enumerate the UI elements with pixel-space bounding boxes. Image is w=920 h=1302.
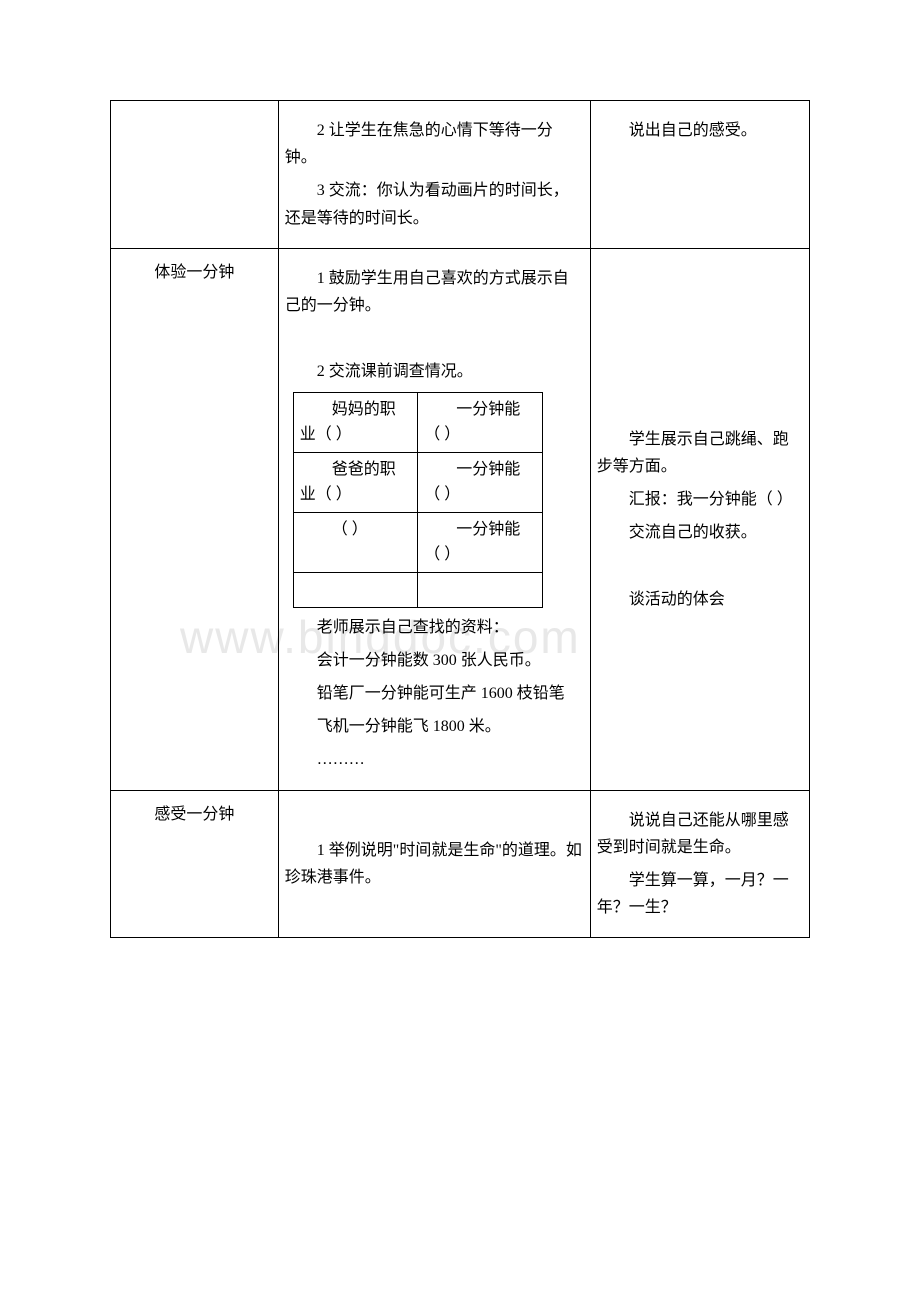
- paragraph: [285, 325, 584, 352]
- survey-table: 妈妈的职业（ ） 一分钟能（ ） 爸爸的职业（ ） 一分钟能（ ） （ ） 一分…: [293, 392, 543, 608]
- table-row: 2 让学生在焦急的心情下等待一分钟。 3 交流：你认为看动画片的时间长，还是等待…: [111, 101, 810, 249]
- survey-cell: 一分钟能（ ）: [418, 392, 543, 452]
- paragraph: [597, 552, 803, 579]
- paragraph: 2 交流课前调查情况。: [285, 358, 584, 385]
- paragraph: 1 鼓励学生用自己喜欢的方式展示自己的一分钟。: [285, 265, 584, 319]
- survey-cell: [293, 573, 418, 608]
- paragraph: 铅笔厂一分钟能可生产 1600 枝铅笔: [285, 680, 584, 707]
- table-row: 感受一分钟 1 举例说明"时间就是生命"的道理。如珍珠港事件。 说说自己还能从哪…: [111, 790, 810, 938]
- table-row: [293, 573, 542, 608]
- paragraph: ………: [285, 746, 584, 773]
- paragraph: 1 举例说明"时间就是生命"的道理。如珍珠港事件。: [285, 837, 584, 891]
- cell-teacher: 2 让学生在焦急的心情下等待一分钟。 3 交流：你认为看动画片的时间长，还是等待…: [278, 101, 590, 249]
- table-row: 爸爸的职业（ ） 一分钟能（ ）: [293, 452, 542, 512]
- paragraph: 谈活动的体会: [597, 586, 803, 613]
- cell-student: 说出自己的感受。: [590, 101, 809, 249]
- table-row: 妈妈的职业（ ） 一分钟能（ ）: [293, 392, 542, 452]
- survey-cell: 一分钟能（ ）: [418, 512, 543, 572]
- cell-teacher: 1 鼓励学生用自己喜欢的方式展示自己的一分钟。 2 交流课前调查情况。 妈妈的职…: [278, 248, 590, 790]
- cell-student: 说说自己还能从哪里感受到时间就是生命。 学生算一算，一月？一年？一生？: [590, 790, 809, 938]
- table-row: （ ） 一分钟能（ ）: [293, 512, 542, 572]
- paragraph: 3 交流：你认为看动画片的时间长，还是等待的时间长。: [285, 177, 584, 231]
- paragraph: 说出自己的感受。: [597, 117, 803, 144]
- cell-stage: [111, 101, 279, 249]
- lesson-table: 2 让学生在焦急的心情下等待一分钟。 3 交流：你认为看动画片的时间长，还是等待…: [110, 100, 810, 938]
- paragraph: 交流自己的收获。: [597, 519, 803, 546]
- survey-cell: 妈妈的职业（ ）: [293, 392, 418, 452]
- paragraph: 学生展示自己跳绳、跑步等方面。: [597, 426, 803, 480]
- cell-stage: 感受一分钟: [111, 790, 279, 938]
- paragraph: 汇报：我一分钟能（ ）: [597, 486, 803, 513]
- survey-cell: （ ）: [293, 512, 418, 572]
- paragraph: 飞机一分钟能飞 1800 米。: [285, 713, 584, 740]
- cell-stage: 体验一分钟: [111, 248, 279, 790]
- survey-cell: 爸爸的职业（ ）: [293, 452, 418, 512]
- paragraph: 老师展示自己查找的资料：: [285, 614, 584, 641]
- paragraph: 学生算一算，一月？一年？一生？: [597, 867, 803, 921]
- paragraph: 2 让学生在焦急的心情下等待一分钟。: [285, 117, 584, 171]
- table-row: 体验一分钟 1 鼓励学生用自己喜欢的方式展示自己的一分钟。 2 交流课前调查情况…: [111, 248, 810, 790]
- survey-cell: 一分钟能（ ）: [418, 452, 543, 512]
- paragraph: 说说自己还能从哪里感受到时间就是生命。: [597, 807, 803, 861]
- page: www.bingdoc.com 2 让学生在焦急的心情下等待一分钟。 3 交流：…: [0, 0, 920, 998]
- paragraph: 会计一分钟能数 300 张人民币。: [285, 647, 584, 674]
- survey-cell: [418, 573, 543, 608]
- cell-student: 学生展示自己跳绳、跑步等方面。 汇报：我一分钟能（ ） 交流自己的收获。 谈活动…: [590, 248, 809, 790]
- cell-teacher: 1 举例说明"时间就是生命"的道理。如珍珠港事件。: [278, 790, 590, 938]
